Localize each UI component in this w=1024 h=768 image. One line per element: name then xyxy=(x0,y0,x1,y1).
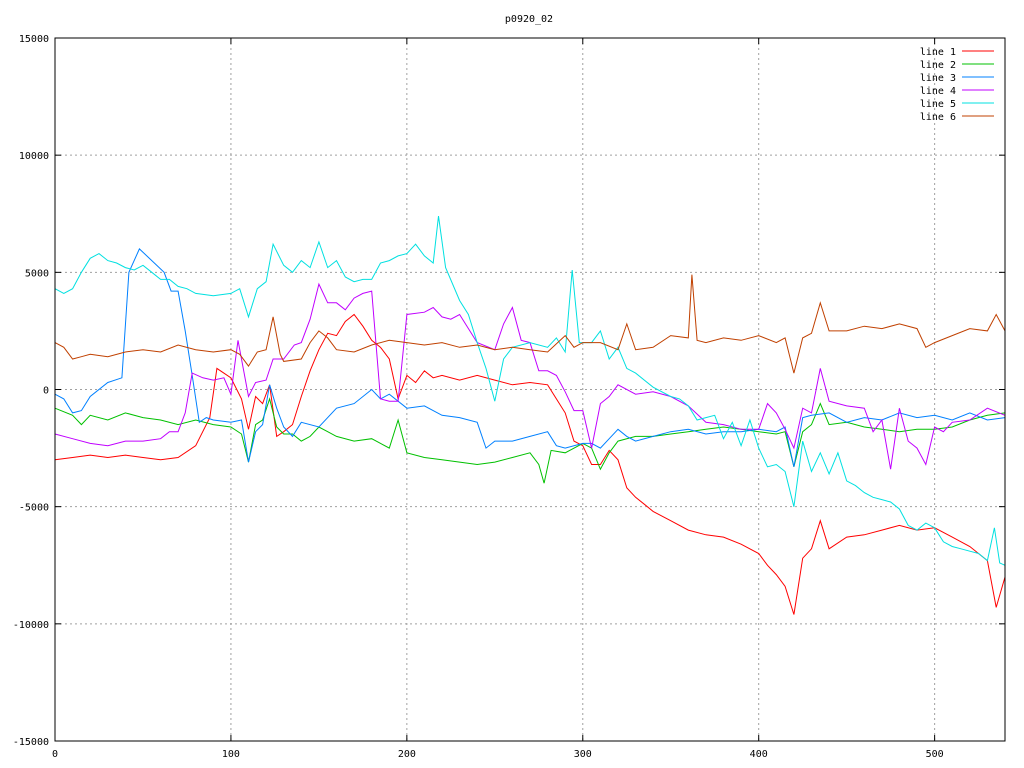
series-line-1 xyxy=(54,313,1006,615)
series-line-3 xyxy=(54,248,1006,467)
legend-label: line 3 xyxy=(920,73,956,84)
series-line-6 xyxy=(54,274,1006,374)
y-tick-label: -5000 xyxy=(19,503,49,514)
series-line-4 xyxy=(54,282,1006,470)
chart-title: p0920_02 xyxy=(505,14,553,25)
grid xyxy=(55,38,1005,741)
x-tick-label: 300 xyxy=(574,749,592,760)
plot-frame xyxy=(54,37,1006,742)
y-tick-label: 15000 xyxy=(19,34,49,45)
series-line-2 xyxy=(54,397,1006,484)
legend-label: line 4 xyxy=(920,86,956,97)
axis-ticks: -15000 -10000 -5000 0 5000 10000 15000 0 100 200 3… xyxy=(13,34,1005,760)
series-group xyxy=(54,216,1006,615)
x-tick-label: 400 xyxy=(750,749,768,760)
x-tick-label: 500 xyxy=(926,749,944,760)
y-tick-label: 5000 xyxy=(25,268,49,279)
legend-label: line 6 xyxy=(920,112,956,123)
y-tick-label: 0 xyxy=(43,386,49,397)
y-tick-label: -10000 xyxy=(13,620,49,631)
x-tick-label: 200 xyxy=(398,749,416,760)
series-line-5 xyxy=(54,216,1006,566)
legend: line 1 line 2 line 3 line 4 line 5 line 6 xyxy=(920,47,994,123)
y-tick-label: 10000 xyxy=(19,151,49,162)
legend-label: line 1 xyxy=(920,47,956,58)
y-tick-label: -15000 xyxy=(13,737,49,748)
x-tick-label: 0 xyxy=(52,749,58,760)
legend-label: line 5 xyxy=(920,99,956,110)
x-tick-label: 100 xyxy=(222,749,240,760)
legend-label: line 2 xyxy=(920,60,956,71)
